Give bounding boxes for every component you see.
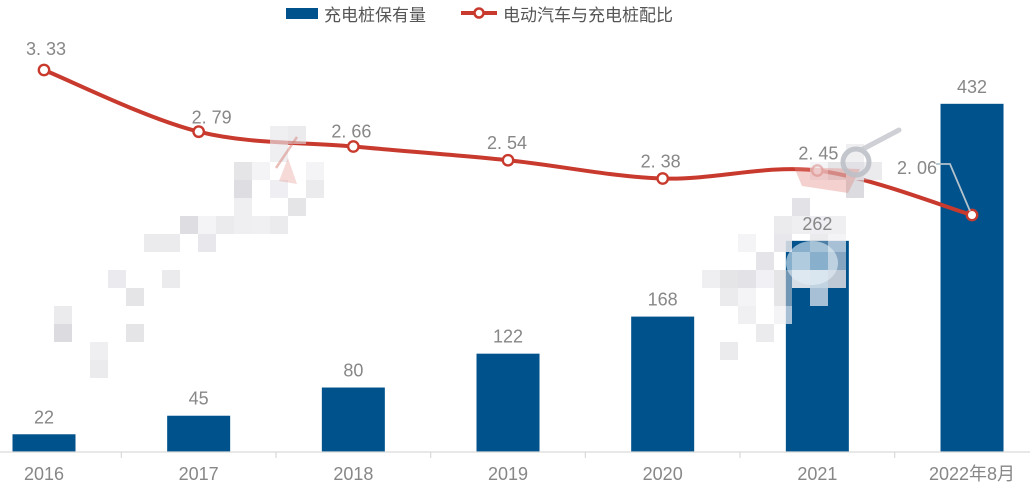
bar-value-label: 432 [957,77,987,97]
line-marker-2020 [656,172,670,185]
legend-item-line-series: 电动汽车与充电桩配比 [461,1,673,26]
watermark-left [54,126,324,378]
bar-2017 [167,415,231,452]
bar-value-label: 80 [343,361,363,381]
line-marker-2017 [192,125,206,139]
x-axis-labels: 2016 2017 2018 2019 2020 2021 2022年8月 [24,464,1015,484]
bar-value-label: 22 [34,407,54,427]
x-axis-label-2020: 2020 [643,464,683,484]
label-leader-line [936,163,971,212]
x-axis-label-2021: 2021 [797,464,837,484]
bar-value-label: 45 [189,389,209,409]
bar-swatch-icon [286,7,318,19]
x-axis-label-2017: 2017 [179,464,219,484]
line-value-label: 3. 33 [26,39,66,59]
line-value-label: 2. 54 [487,133,527,153]
line-value-label: 2. 45 [798,143,838,163]
x-axis [0,451,1030,458]
legend-label-bar-series: 充电桩保有量 [324,5,426,25]
bar-2019 [476,353,540,452]
bar-2022年8月 [940,103,1004,453]
line-value-label: 2. 06 [897,158,937,178]
bar-2016 [12,434,76,452]
line-value-label: 2. 79 [192,108,232,128]
bar-value-label: 168 [648,290,678,310]
x-axis-label-2019: 2019 [488,464,528,484]
value-labels: 22 45 80 122 168 262 432 3. 33 2. 79 2. 66 2. 54 2.… [26,39,987,427]
line-value-label: 2. 66 [331,122,371,142]
bar-series [12,103,1004,453]
chart-legend: 充电桩保有量 电动汽车与充电桩配比 [286,1,673,26]
bar-2018 [321,387,385,452]
line-marker-icon [461,7,497,19]
bar-value-label: 122 [493,327,523,347]
bar-2020 [631,316,695,452]
line-marker-2016 [37,63,51,77]
bar-value-label: 262 [802,214,832,234]
watermark-layer [54,126,902,378]
legend-label-line-series: 电动汽车与充电桩配比 [503,5,673,25]
legend-item-bar-series: 充电桩保有量 [286,1,426,26]
line-marker-2022年8月 [965,208,979,222]
x-axis-label-2018: 2018 [333,464,373,484]
x-axis-label-2022年8月: 2022年8月 [929,464,1015,484]
line-marker-2018 [346,140,360,153]
x-axis-label-2016: 2016 [24,464,64,484]
line-value-label: 2. 38 [641,151,681,171]
line-marker-2019 [501,153,515,167]
